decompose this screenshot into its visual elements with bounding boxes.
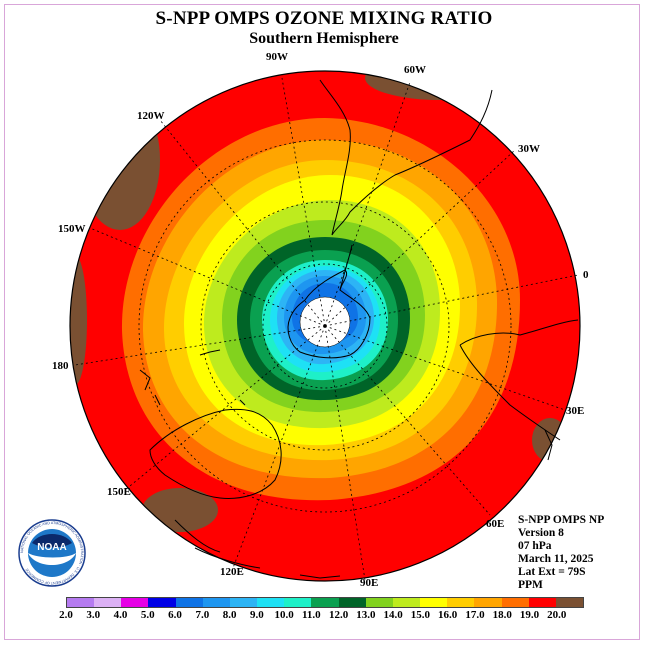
band-20-patch bbox=[70, 255, 87, 385]
scale-swatch bbox=[284, 598, 312, 607]
map-boundary bbox=[69, 70, 581, 582]
figure-frame bbox=[4, 4, 640, 640]
scale-label: 5.0 bbox=[140, 609, 155, 621]
scale-label: 15.0 bbox=[410, 609, 431, 621]
scale-swatch bbox=[528, 598, 556, 607]
scale-swatch bbox=[420, 598, 448, 607]
scale-swatch bbox=[94, 598, 122, 607]
lon-label-150e: 150E bbox=[107, 486, 131, 498]
scale-label: 2.0 bbox=[59, 609, 73, 621]
scale-label: 8.0 bbox=[222, 609, 237, 621]
info-instrument: S-NPP OMPS NP bbox=[518, 514, 605, 526]
scale-swatch bbox=[175, 598, 203, 607]
scale-label: 14.0 bbox=[383, 609, 403, 621]
scale-swatch bbox=[311, 598, 339, 607]
scale-label: 6.0 bbox=[168, 609, 182, 621]
lon-label-120w: 120W bbox=[137, 110, 165, 122]
lon-label-120e: 120E bbox=[220, 566, 244, 578]
scale-label: 13.0 bbox=[356, 609, 376, 621]
graticule bbox=[74, 77, 579, 581]
scale-swatch bbox=[148, 598, 176, 607]
scale-swatch bbox=[121, 598, 149, 607]
scale-label: 18.0 bbox=[492, 609, 512, 621]
lon-label-150w: 150W bbox=[58, 223, 86, 235]
scale-swatch bbox=[229, 598, 258, 607]
lon-label-0: 0 bbox=[583, 269, 589, 281]
scale-label: 17.0 bbox=[465, 609, 485, 621]
map-title: S-NPP OMPS OZONE MIXING RATIO bbox=[155, 8, 493, 29]
scale-label: 7.0 bbox=[195, 609, 210, 621]
svg-text:NOAA: NOAA bbox=[37, 542, 66, 553]
lon-label-60w: 60W bbox=[404, 64, 426, 76]
scale-label: 11.0 bbox=[302, 609, 321, 621]
scale-swatch bbox=[67, 598, 95, 607]
color-scale-labels: 2.0 3.0 4.0 5.0 6.0 7.0 8.0 9.0 10.0 11.0 12.0 13.0… bbox=[0, 609, 648, 623]
scale-swatch bbox=[555, 598, 583, 607]
info-lat-extent: Lat Ext = 79S bbox=[518, 566, 586, 578]
scale-swatch bbox=[202, 598, 230, 607]
scale-swatch bbox=[365, 598, 393, 607]
lon-label-30e: 30E bbox=[566, 405, 585, 417]
info-version: Version 8 bbox=[518, 527, 564, 539]
scale-label: 12.0 bbox=[329, 609, 349, 621]
scale-swatch bbox=[338, 598, 366, 607]
scale-label: 3.0 bbox=[86, 609, 101, 621]
band-20-patch bbox=[365, 71, 515, 100]
coastlines bbox=[139, 79, 579, 579]
info-date: March 11, 2025 bbox=[518, 553, 594, 565]
map-subtitle: Southern Hemisphere bbox=[249, 30, 399, 47]
scale-swatch bbox=[501, 598, 529, 607]
info-units: PPM bbox=[518, 579, 543, 591]
lon-label-180: 180 bbox=[52, 360, 69, 372]
scale-swatch bbox=[257, 598, 285, 607]
scale-label: 20.0 bbox=[547, 609, 567, 621]
scale-swatch bbox=[392, 598, 421, 607]
lon-label-90e: 90E bbox=[360, 577, 379, 589]
scale-label: 10.0 bbox=[274, 609, 294, 621]
lon-label-30w: 30W bbox=[518, 143, 540, 155]
scale-label: 4.0 bbox=[113, 609, 128, 621]
noaa-logo: NOAA NATIONAL OCEANIC AND ATMOSPHERIC AD… bbox=[18, 519, 86, 587]
scale-label: 9.0 bbox=[249, 609, 264, 621]
lon-label-60e: 60E bbox=[486, 518, 505, 530]
scale-label: 16.0 bbox=[438, 609, 458, 621]
scale-swatch bbox=[447, 598, 475, 607]
color-scale-bar bbox=[66, 597, 584, 608]
polar-cap bbox=[299, 296, 351, 348]
lon-label-90w: 90W bbox=[266, 51, 288, 63]
scale-label: 19.0 bbox=[519, 609, 540, 621]
info-pressure-level: 07 hPa bbox=[518, 540, 552, 552]
product-info: S-NPP OMPS NP Version 8 07 hPa March 11,… bbox=[518, 514, 604, 592]
scale-swatch bbox=[474, 598, 502, 607]
